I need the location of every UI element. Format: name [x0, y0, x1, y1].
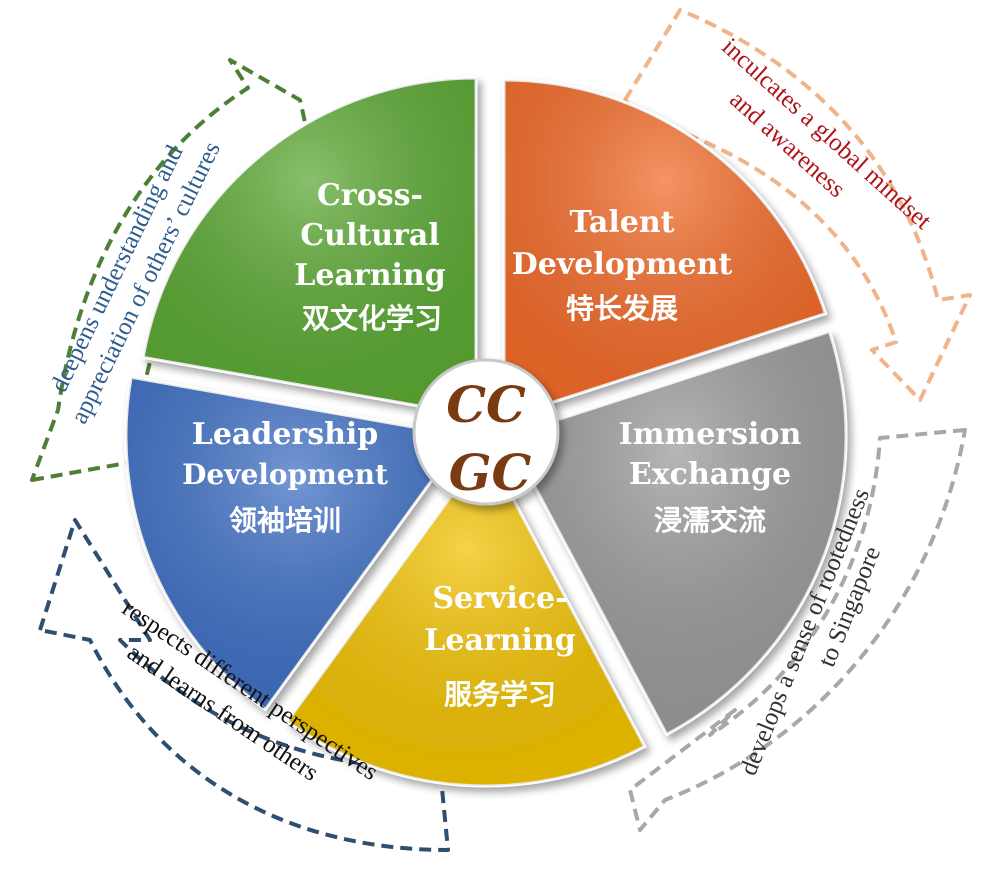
segment-sheen: [504, 80, 826, 418]
arrow-frame-perspectives: [38, 518, 450, 852]
segment-title-line: Learning: [294, 258, 445, 293]
segment-chinese-label: 服务学习: [444, 678, 556, 711]
segment-sheen: [508, 331, 846, 735]
wheel-segment-talent: [502, 78, 828, 421]
segment-title-line: Exchange: [629, 457, 791, 492]
wheel-segment-cross-cultural: [141, 76, 478, 418]
segment-title-line: Development: [182, 458, 388, 491]
segment-title-line: Talent: [569, 205, 674, 240]
segment-chinese-label: 特长发展: [566, 292, 678, 325]
segment-title-line: Leadership: [192, 417, 379, 452]
segment-label-service: Service- Learning 服务学习: [424, 581, 575, 711]
wheel-segment-leadership: [124, 375, 467, 712]
segment-label-leadership: Leadership Development 领袖培训: [182, 417, 388, 537]
segment-label-cross-cultural: Cross- Cultural Learning 双文化学习: [294, 178, 445, 335]
segment-chinese-label: 领袖培训: [229, 504, 341, 537]
arrow-frame-rootedness: [628, 428, 967, 832]
segment-title-line: Service-: [432, 581, 567, 616]
segment-sheen: [287, 448, 645, 786]
wheel-segment-immersion: [505, 329, 848, 737]
center-logo-line-2: GC: [449, 443, 532, 502]
segment-chinese-label: 双文化学习: [302, 302, 442, 335]
center-logo-line-1: CC: [446, 375, 526, 434]
segment-title-line: Learning: [424, 623, 575, 658]
center-hub: CC GC: [412, 358, 560, 506]
segment-label-immersion: Immersion Exchange 浸濡交流: [619, 417, 802, 537]
segment-title-line: Development: [512, 247, 733, 282]
arrow-frame-global: [623, 8, 972, 402]
segment-chinese-label: 浸濡交流: [654, 504, 766, 537]
wheel-segment-service: [285, 445, 647, 788]
segment-title-line: Cultural: [300, 218, 439, 253]
segment-title-line: Cross-: [317, 178, 423, 213]
segment-title-line: Immersion: [619, 417, 802, 452]
segment-label-talent: Talent Development 特长发展: [512, 205, 733, 325]
segment-sheen: [126, 377, 464, 710]
segment-sheen: [143, 77, 476, 417]
